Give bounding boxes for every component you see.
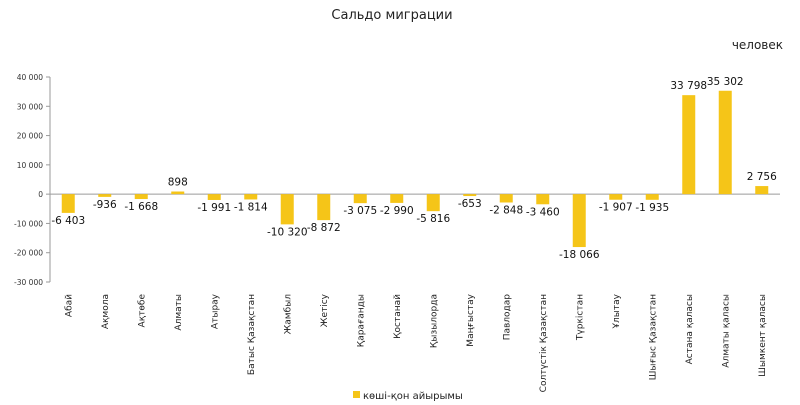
unit-label: человек (732, 38, 783, 52)
bar (317, 194, 331, 221)
data-label: 35 302 (707, 76, 744, 88)
y-tick-label: 10 000 (17, 161, 43, 170)
data-label: 2 756 (747, 171, 777, 183)
data-label: -1 907 (599, 202, 633, 214)
data-label: -3 460 (526, 206, 560, 218)
bar (609, 194, 623, 200)
bar (134, 194, 148, 200)
data-label: -2 848 (489, 204, 523, 216)
x-tick-label: Ұлытау (612, 293, 622, 329)
y-tick-label: 0 (38, 190, 43, 199)
legend-label: көші-қон айырымы (363, 390, 463, 402)
y-tick-label: 30 000 (17, 102, 43, 111)
bar (755, 186, 769, 195)
bar (645, 194, 659, 200)
legend-swatch (353, 391, 360, 398)
y-tick-label: 40 000 (17, 73, 43, 82)
x-tick-label: Павлодар (502, 294, 512, 341)
data-label: 898 (168, 177, 188, 189)
x-tick-label: Шымкент қаласы (758, 294, 768, 377)
x-tick-label: Қостанай (393, 294, 403, 339)
bar (499, 194, 513, 203)
bar (463, 194, 477, 197)
x-tick-label: Қарағанды (356, 294, 366, 347)
data-label: -1 935 (635, 202, 669, 214)
bar (572, 194, 586, 248)
data-label: 33 798 (670, 80, 707, 92)
y-axis: -30 000 -20 000 -10 000 0 10 000 20 000 30 000… (14, 73, 780, 287)
data-label: -2 990 (380, 205, 414, 217)
x-tick-label: Батыс Қазақстан (247, 294, 257, 375)
x-tick-label: Түркістан (575, 294, 585, 341)
x-tick-label: Солтүстік Қазақстан (539, 294, 549, 392)
x-axis-labels: Абай Ақмола Ақтөбе Алматы Атырау Батыс Қазақс… (64, 293, 768, 392)
x-tick-label: Жамбыл (283, 294, 293, 334)
x-tick-label: Маңғыстау (466, 293, 476, 346)
bar (61, 194, 75, 213)
bar (390, 194, 404, 203)
x-tick-label: Шығыс Қазақстан (648, 294, 658, 380)
data-label: -6 403 (51, 215, 85, 227)
chart-title: Сальдо миграции (331, 8, 452, 23)
data-label: -18 066 (559, 249, 600, 261)
y-tick-label: -10 000 (14, 219, 43, 228)
data-label: -3 075 (343, 205, 377, 217)
y-tick-label: -20 000 (14, 249, 43, 258)
bar (280, 194, 294, 225)
y-tick-label: -30 000 (14, 278, 43, 287)
bar (426, 194, 440, 212)
bar (536, 194, 550, 205)
x-tick-label: Атырау (210, 293, 220, 329)
bars-group (61, 90, 769, 248)
bar (718, 90, 732, 195)
data-label: -653 (458, 198, 482, 210)
x-tick-label: Астана қаласы (685, 294, 695, 364)
x-tick-label: Алматы қаласы (721, 294, 731, 368)
data-label: -10 320 (267, 226, 308, 238)
data-label: -1 814 (234, 201, 268, 213)
bar (353, 194, 367, 204)
bar (98, 194, 112, 197)
data-label: -1 991 (197, 202, 231, 214)
bar (244, 194, 258, 200)
bar (171, 191, 185, 195)
data-label: -5 816 (416, 213, 450, 225)
x-tick-label: Жетісу (320, 293, 330, 327)
legend: көші-қон айырымы (353, 390, 463, 402)
data-label: -936 (93, 199, 117, 211)
data-label: -8 872 (307, 222, 341, 234)
data-labels-group: -6 403 -936 -1 668 898 -1 991 -1 814 -10 320 -8… (51, 76, 777, 261)
x-tick-label: Алматы (174, 294, 184, 331)
bar (207, 194, 221, 200)
x-tick-label: Ақтөбе (137, 294, 147, 328)
x-tick-label: Абай (64, 294, 74, 317)
y-tick-label: 20 000 (17, 132, 43, 141)
x-tick-label: Ақмола (101, 294, 111, 329)
data-label: -1 668 (124, 201, 158, 213)
bar (682, 95, 696, 195)
x-tick-label: Қызылорда (429, 294, 439, 348)
